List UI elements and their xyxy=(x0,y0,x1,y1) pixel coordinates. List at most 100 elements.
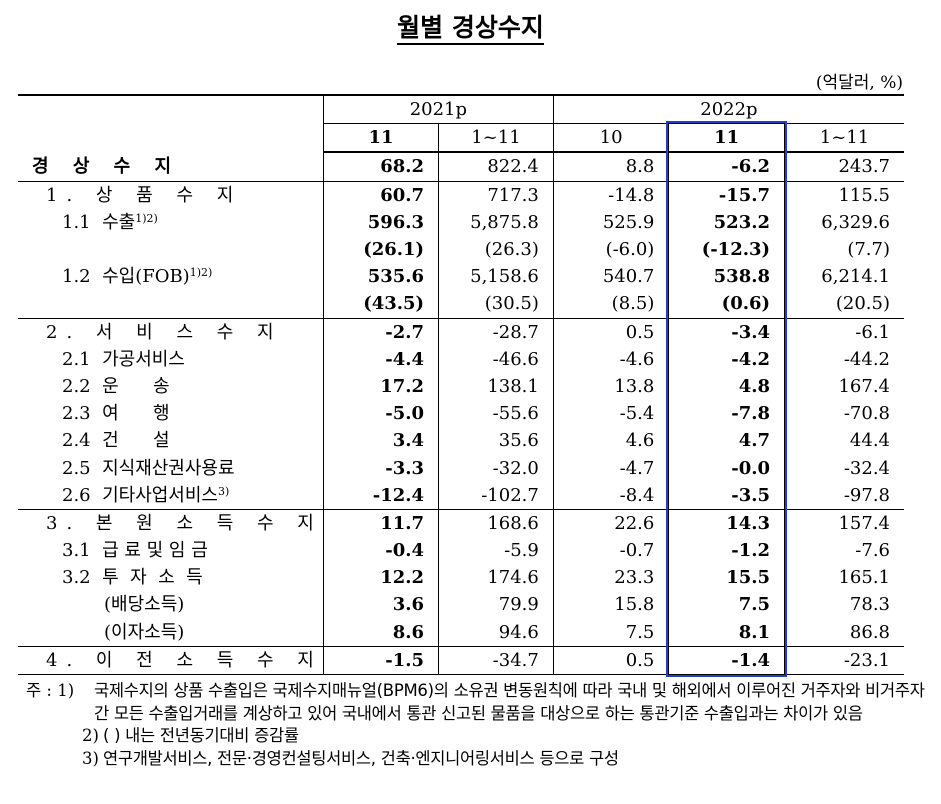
footnote-ref: 1)2) xyxy=(189,266,213,280)
table-cell: 540.7 xyxy=(552,263,669,291)
table-cell: 535.6 xyxy=(322,263,439,291)
row-label-text: 경 상 수 지 xyxy=(32,155,181,177)
table-cell: 7.5 xyxy=(552,618,669,647)
row-label-text: 1. 상 품 수 지 xyxy=(46,184,243,206)
row-label: (배당소득) xyxy=(18,591,323,618)
row-label: 2.2 운 송 xyxy=(18,373,323,400)
table-cell: -6.1 xyxy=(784,317,904,346)
footnote-mark: 주 : 1) xyxy=(26,681,75,700)
table-cell: -44.2 xyxy=(784,345,904,373)
table-cell: (8.5) xyxy=(552,290,669,318)
table-cell: -46.6 xyxy=(438,345,554,373)
table-cell: (26.3) xyxy=(438,235,554,264)
table-cell: 44.4 xyxy=(784,427,904,455)
row-label xyxy=(18,236,323,263)
row-label-text: 3. 본 원 소 득 수 지 xyxy=(46,512,323,534)
row-label: 4. 이 전 소 득 수 지 xyxy=(18,645,324,675)
table-row: 3.1 급 료 및 임 금 -0.4 -5.9 -0.7 -1.2 -7.6 xyxy=(18,537,904,565)
table-cell: 94.6 xyxy=(438,618,554,647)
table-cell: -3.4 xyxy=(668,317,785,346)
table-cell: 174.6 xyxy=(438,564,554,592)
row-label-text: 2.1 가공서비스 xyxy=(62,348,185,370)
row-label: 1.2 수입(FOB)1)2) xyxy=(18,263,323,290)
table-cell: 86.8 xyxy=(784,618,904,647)
table-cell: 157.4 xyxy=(784,508,904,537)
table-cell: 3.4 xyxy=(322,427,439,455)
table-row: 2.4 건 설 3.4 35.6 4.6 4.7 44.4 xyxy=(18,427,904,455)
row-label: 1. 상 품 수 지 xyxy=(18,180,324,209)
table-cell: -0.4 xyxy=(322,537,439,565)
row-label-text: 2.5 지식재산권사용료 xyxy=(62,457,235,479)
table-cell: 22.6 xyxy=(552,508,669,537)
table-cell: -34.7 xyxy=(438,645,554,675)
row-label: 3.2 투 자 소 득 xyxy=(18,564,323,591)
row-label-text: 2.3 여 행 xyxy=(62,403,170,425)
row-label: 경 상 수 지 xyxy=(18,152,323,181)
footnote-ref: 1)2) xyxy=(135,211,158,225)
table-cell: 8.6 xyxy=(322,618,439,647)
footnote-3: 3) 연구개발서비스, 전문·경영컨설팅서비스, 건축·엔지니어링서비스 등으로… xyxy=(26,748,926,771)
table-cell: 8.1 xyxy=(668,618,785,647)
table-cell: 14.3 xyxy=(668,508,785,537)
table-cell: -5.9 xyxy=(438,537,554,565)
table-cell: 8.8 xyxy=(552,152,669,182)
table-cell: (0.6) xyxy=(668,290,785,318)
table-cell: -8.4 xyxy=(552,481,669,510)
table-row: 2.6 기타사업서비스3) -12.4 -102.7 -8.4 -3.5 -97.8 xyxy=(18,481,904,510)
table-cell: 68.2 xyxy=(322,152,439,182)
table-row: (43.5) (30.5) (8.5) (0.6) (20.5) xyxy=(18,290,904,318)
table-cell: -6.2 xyxy=(668,152,785,182)
table-cell: -102.7 xyxy=(438,481,554,510)
table-row: 1. 상 품 수 지 60.7 717.3 -14.8 -15.7 115.5 xyxy=(18,180,904,209)
footnote-ref: 3) xyxy=(218,484,230,498)
table-cell: 717.3 xyxy=(438,180,554,209)
table-cell: (26.1) xyxy=(322,235,439,264)
table-cell: 15.5 xyxy=(668,564,785,592)
table-cell: 4.8 xyxy=(668,372,785,401)
row-label: 2.6 기타사업서비스3) xyxy=(18,482,323,510)
table-cell: -3.3 xyxy=(322,454,439,482)
table-cell: 167.4 xyxy=(784,372,904,401)
table-cell: 6,214.1 xyxy=(784,263,904,291)
table-cell: -0.0 xyxy=(668,454,785,482)
table-cell: (-12.3) xyxy=(668,235,785,264)
header-year-2021: 2021p xyxy=(322,94,554,125)
table-row: 1.1 수출1)2) 596.3 5,875.8 525.9 523.2 6,329.6 xyxy=(18,208,904,236)
table-cell: -32.4 xyxy=(784,454,904,482)
table-cell: 0.5 xyxy=(552,317,669,346)
table-cell: -4.7 xyxy=(552,454,669,482)
table-cell: -15.7 xyxy=(668,180,785,209)
table-cell: -23.1 xyxy=(784,645,904,675)
table-row: 경 상 수 지 68.2 822.4 8.8 -6.2 243.7 xyxy=(18,152,904,182)
header-month-row: 11 1~11 10 11 1~11 xyxy=(18,123,904,154)
table-cell: 11.7 xyxy=(322,508,439,537)
table-row: 2.5 지식재산권사용료 -3.3 -32.0 -4.7 -0.0 -32.4 xyxy=(18,454,904,482)
row-label: 3. 본 원 소 득 수 지 xyxy=(18,508,324,537)
table-cell: -28.7 xyxy=(438,317,554,346)
header-month: 11 xyxy=(668,123,785,154)
table-row: 2. 서 비 스 수 지 -2.7 -28.7 0.5 -3.4 -6.1 xyxy=(18,317,904,346)
table-cell: -5.0 xyxy=(322,400,439,428)
table-cell: 79.9 xyxy=(438,591,554,619)
table-cell: (43.5) xyxy=(322,290,439,318)
footnote-text: ( ) 내는 전년동기대비 증감률 xyxy=(103,726,299,745)
table-cell: -4.4 xyxy=(322,345,439,373)
table-cell: -7.8 xyxy=(668,400,785,428)
table-cell: 17.2 xyxy=(322,372,439,401)
table-cell: 60.7 xyxy=(322,180,439,209)
row-label-text: 1.2 수입(FOB) xyxy=(62,266,190,288)
table-cell: -12.4 xyxy=(322,481,439,510)
footnote-2: 2) ( ) 내는 전년동기대비 증감률 xyxy=(26,725,926,748)
table-cell: 523.2 xyxy=(668,208,785,236)
table-cell: -32.0 xyxy=(438,454,554,482)
table-row: 3. 본 원 소 득 수 지 11.7 168.6 22.6 14.3 157.4 xyxy=(18,508,904,537)
table-row: 4. 이 전 소 득 수 지 -1.5 -34.7 0.5 -1.4 -23.1 xyxy=(18,645,904,675)
footnote-text: 국제수지의 상품 수출입은 국제수지매뉴얼(BPM6)의 소유권 변동원칙에 따… xyxy=(94,681,925,723)
table-cell: 35.6 xyxy=(438,427,554,455)
table-row: (이자소득) 8.6 94.6 7.5 8.1 86.8 xyxy=(18,618,904,647)
table-cell: 138.1 xyxy=(438,372,554,401)
table-cell: -97.8 xyxy=(784,481,904,510)
table-cell: 12.2 xyxy=(322,564,439,592)
row-label-text: (이자소득) xyxy=(104,621,185,643)
footnote-text: 연구개발서비스, 전문·경영컨설팅서비스, 건축·엔지니어링서비스 등으로 구성 xyxy=(103,748,619,768)
